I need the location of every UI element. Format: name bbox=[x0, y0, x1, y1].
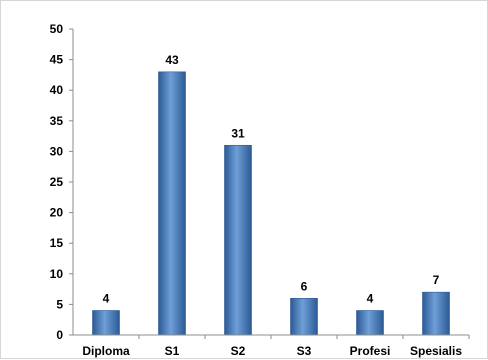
y-axis-ticks: 0 5 10 15 20 25 30 35 40 45 50 bbox=[50, 22, 73, 342]
y-tick-label: 5 bbox=[56, 297, 63, 311]
y-tick-label: 25 bbox=[50, 175, 64, 189]
x-tick-label: S1 bbox=[165, 344, 180, 358]
axes bbox=[72, 29, 470, 339]
data-label: 6 bbox=[301, 279, 308, 293]
data-label: 43 bbox=[165, 53, 179, 67]
y-tick-label: 10 bbox=[50, 267, 64, 281]
y-tick-label: 15 bbox=[50, 236, 64, 250]
y-tick-label: 45 bbox=[50, 53, 64, 67]
bar-s1 bbox=[158, 71, 186, 336]
bar-diploma bbox=[92, 310, 120, 336]
x-tick-label: Profesi bbox=[350, 344, 391, 358]
y-tick-label: 20 bbox=[50, 206, 64, 220]
data-labels: 4 43 31 6 4 7 bbox=[103, 53, 440, 306]
data-label: 4 bbox=[103, 292, 110, 306]
x-tick-label: S3 bbox=[297, 344, 312, 358]
bar-profesi bbox=[356, 310, 384, 336]
bars bbox=[92, 71, 450, 336]
bar-spesialis bbox=[422, 291, 450, 336]
bar-s3 bbox=[290, 297, 318, 336]
y-tick-label: 40 bbox=[50, 83, 64, 97]
y-tick-label: 50 bbox=[50, 22, 64, 36]
data-label: 31 bbox=[231, 126, 245, 140]
data-label: 7 bbox=[433, 273, 440, 287]
y-tick-label: 0 bbox=[56, 328, 63, 342]
data-label: 4 bbox=[367, 292, 374, 306]
bar-s2 bbox=[224, 144, 252, 336]
x-tick-label: S2 bbox=[231, 344, 246, 358]
y-tick-label: 35 bbox=[50, 114, 64, 128]
x-tick-label: Diploma bbox=[82, 344, 130, 358]
y-tick-label: 30 bbox=[50, 144, 64, 158]
x-axis-labels: Diploma S1 S2 S3 Profesi Spesialis bbox=[82, 344, 462, 358]
x-tick-label: Spesialis bbox=[410, 344, 462, 358]
